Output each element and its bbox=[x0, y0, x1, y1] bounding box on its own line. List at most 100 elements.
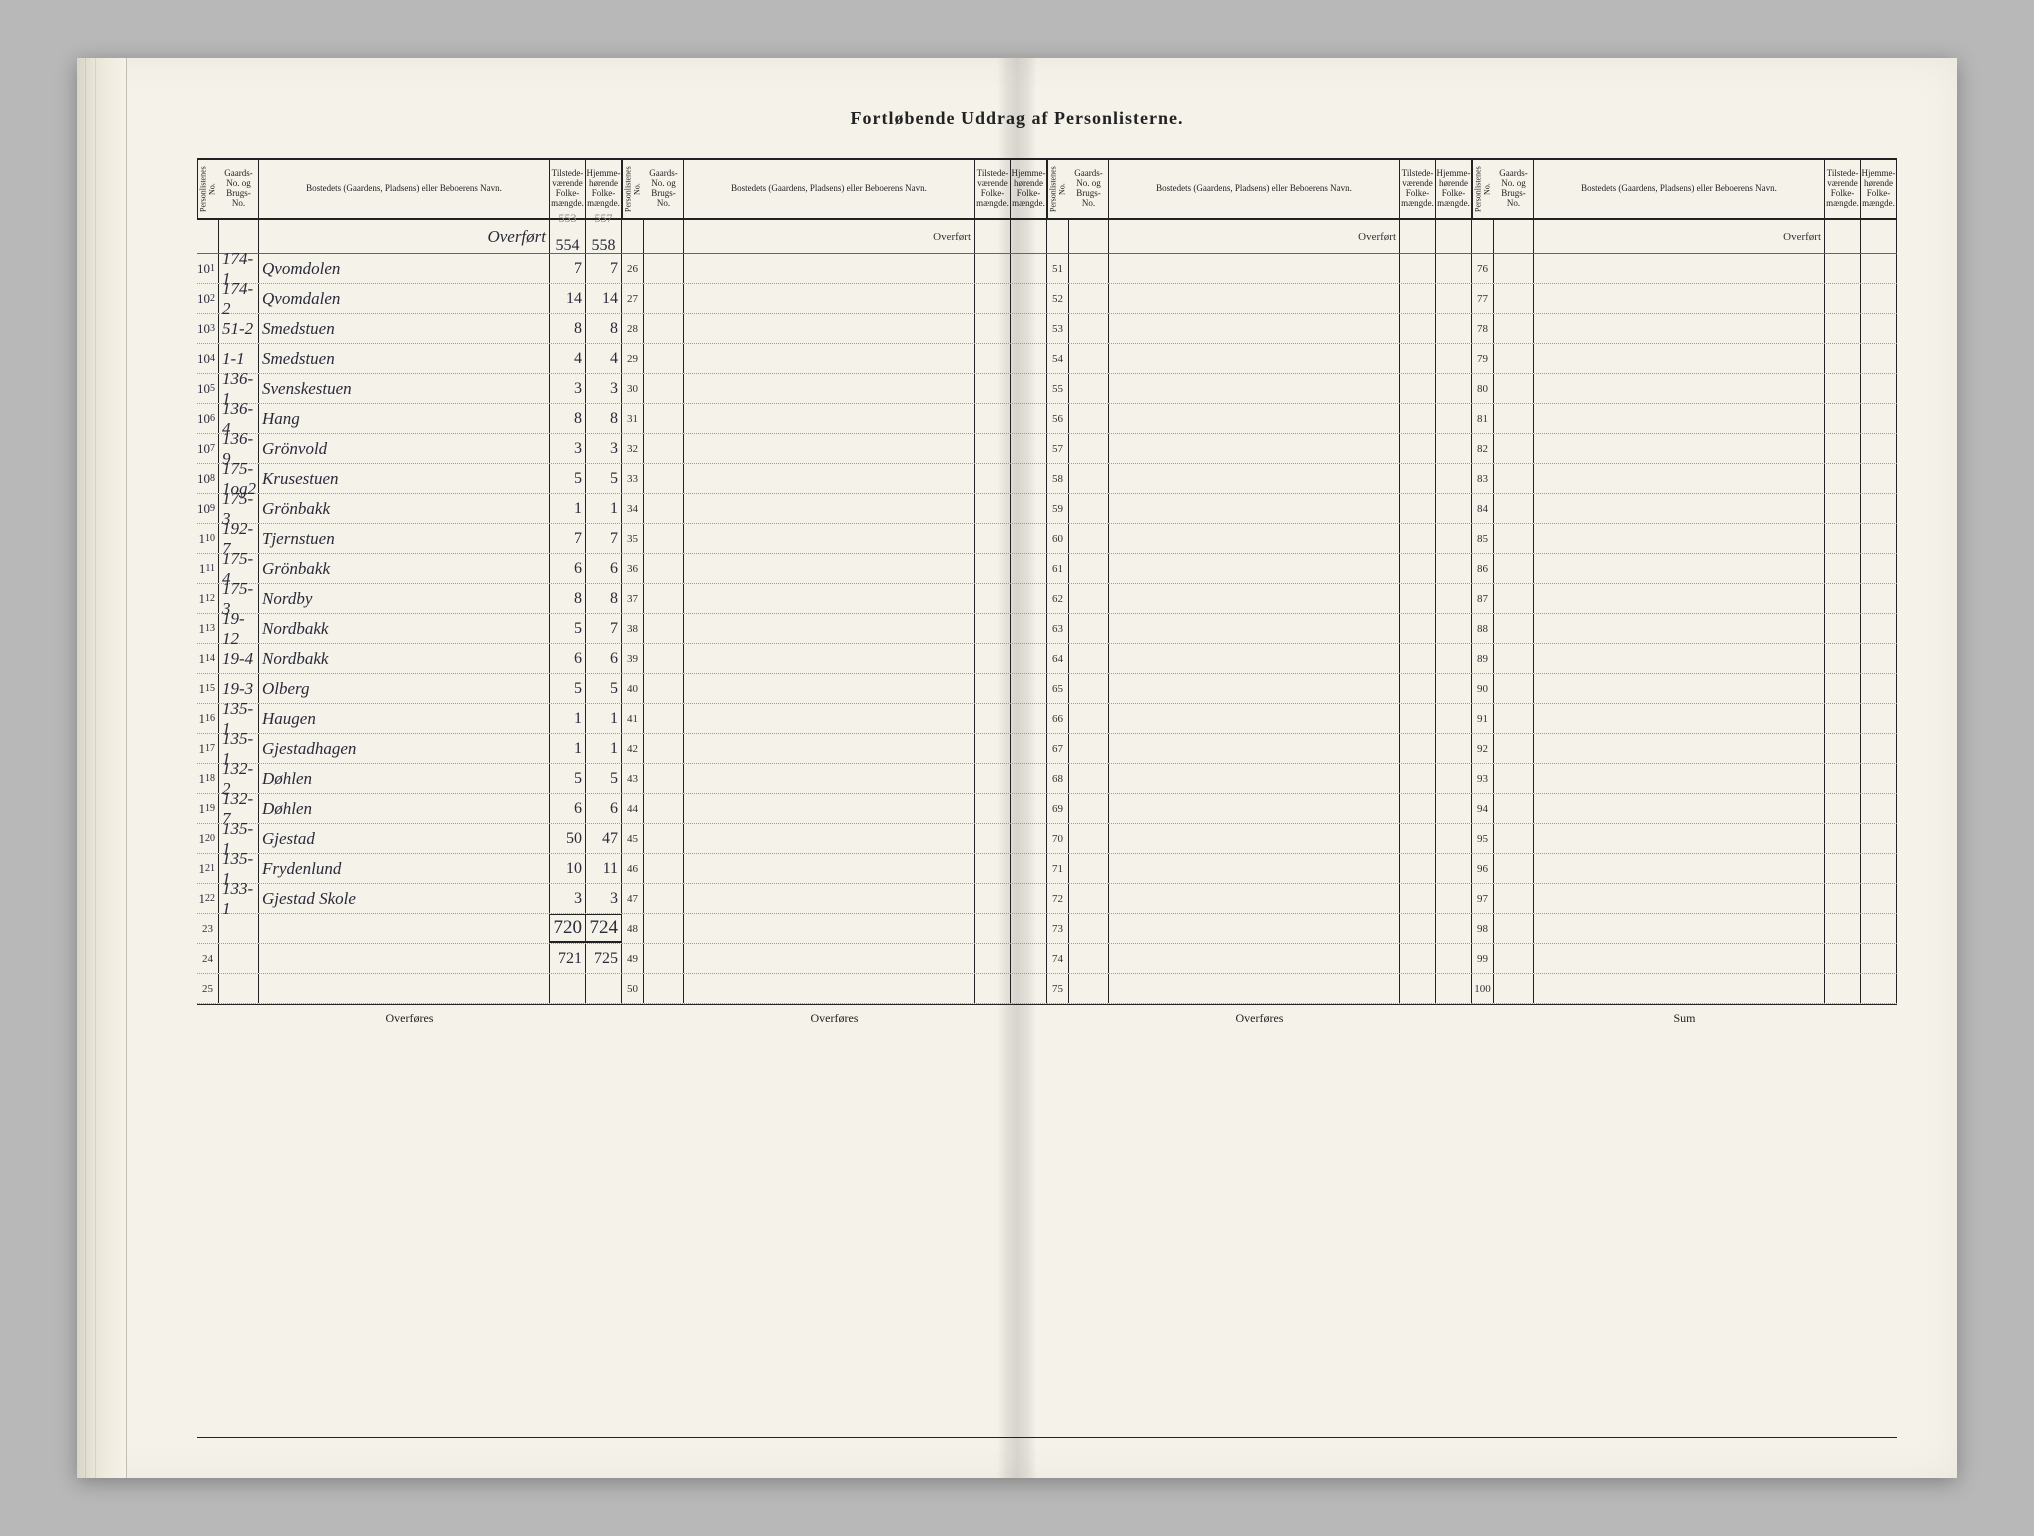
gaard bbox=[1069, 944, 1109, 973]
table-row: 109175-3Grönbakk11 bbox=[197, 494, 622, 524]
name bbox=[1534, 494, 1825, 523]
name bbox=[684, 464, 975, 493]
hjem bbox=[1011, 524, 1047, 553]
hjem: 11 bbox=[586, 854, 622, 883]
table-row: 23720724 bbox=[197, 914, 622, 944]
header-row: Personlistenes No. Gaards-No. og Brugs-N… bbox=[622, 160, 1047, 220]
hjem bbox=[1011, 974, 1047, 1003]
section-1: Personlistenes No. Gaards-No. og Brugs-N… bbox=[197, 158, 622, 1438]
hjem: 7 bbox=[586, 524, 622, 553]
table-row: 49 bbox=[622, 944, 1047, 974]
gaard bbox=[644, 524, 684, 553]
listno: 111 bbox=[197, 554, 219, 583]
gaard bbox=[644, 854, 684, 883]
listno: 106 bbox=[197, 404, 219, 433]
listno bbox=[1047, 220, 1069, 253]
gaard bbox=[1069, 254, 1109, 283]
gaard bbox=[1069, 494, 1109, 523]
listno: 75 bbox=[1047, 974, 1069, 1003]
gaard bbox=[1494, 734, 1534, 763]
table-row: 85 bbox=[1472, 524, 1897, 554]
table-row: 69 bbox=[1047, 794, 1472, 824]
listno: 115 bbox=[197, 674, 219, 703]
name bbox=[1109, 284, 1400, 313]
listno: 27 bbox=[622, 284, 644, 313]
til bbox=[1825, 584, 1861, 613]
gaard bbox=[1069, 884, 1109, 913]
table-row: 33 bbox=[622, 464, 1047, 494]
hjem bbox=[1436, 974, 1472, 1003]
table-row: 73 bbox=[1047, 914, 1472, 944]
name bbox=[684, 974, 975, 1003]
listno: 104 bbox=[197, 344, 219, 373]
til bbox=[1825, 614, 1861, 643]
listno: 30 bbox=[622, 374, 644, 403]
gaard bbox=[1069, 314, 1109, 343]
til bbox=[1825, 344, 1861, 373]
name bbox=[259, 974, 550, 1003]
name bbox=[1109, 854, 1400, 883]
header-gaard: Gaards-No. og Brugs-No. bbox=[644, 160, 684, 218]
listno: 53 bbox=[1047, 314, 1069, 343]
listno: 26 bbox=[622, 254, 644, 283]
hjem bbox=[1436, 314, 1472, 343]
hjem bbox=[1011, 254, 1047, 283]
gaard bbox=[1494, 314, 1534, 343]
gaard bbox=[1494, 824, 1534, 853]
table-row: 61 bbox=[1047, 554, 1472, 584]
hjem bbox=[1861, 794, 1897, 823]
til bbox=[975, 220, 1011, 253]
name bbox=[1534, 614, 1825, 643]
til bbox=[975, 674, 1011, 703]
hjem bbox=[1861, 374, 1897, 403]
til bbox=[1825, 854, 1861, 883]
table-row: 91 bbox=[1472, 704, 1897, 734]
table-row: 53 bbox=[1047, 314, 1472, 344]
name bbox=[1109, 824, 1400, 853]
table-row: 29 bbox=[622, 344, 1047, 374]
listno: 35 bbox=[622, 524, 644, 553]
til bbox=[975, 644, 1011, 673]
table-row: 75 bbox=[1047, 974, 1472, 1004]
name bbox=[1534, 764, 1825, 793]
gaard bbox=[1494, 374, 1534, 403]
hjem bbox=[1436, 704, 1472, 733]
table-row: 57 bbox=[1047, 434, 1472, 464]
name bbox=[1109, 374, 1400, 403]
table-row: 95 bbox=[1472, 824, 1897, 854]
listno: 46 bbox=[622, 854, 644, 883]
hjem bbox=[1861, 854, 1897, 883]
gaard bbox=[644, 914, 684, 943]
listno: 110 bbox=[197, 524, 219, 553]
hjem: 14 bbox=[586, 284, 622, 313]
hjem bbox=[1861, 614, 1897, 643]
til: 50 bbox=[550, 824, 586, 853]
listno: 113 bbox=[197, 614, 219, 643]
name: Olberg bbox=[259, 674, 550, 703]
listno: 89 bbox=[1472, 644, 1494, 673]
listno: 107 bbox=[197, 434, 219, 463]
page-title: Fortløbende Uddrag af Personlisterne. bbox=[851, 108, 1184, 129]
til bbox=[975, 524, 1011, 553]
table-row: 59 bbox=[1047, 494, 1472, 524]
listno: 65 bbox=[1047, 674, 1069, 703]
gaard bbox=[644, 614, 684, 643]
hjem bbox=[1011, 584, 1047, 613]
listno: 71 bbox=[1047, 854, 1069, 883]
name bbox=[684, 404, 975, 433]
header-gaard: Gaards-No. og Brugs-No. bbox=[1494, 160, 1534, 218]
header-hjemme: Hjemme-hørende Folke-mængde. bbox=[1861, 160, 1897, 218]
til bbox=[1400, 704, 1436, 733]
hjem: 6 bbox=[586, 644, 622, 673]
gaard bbox=[1494, 644, 1534, 673]
table-row: 37 bbox=[622, 584, 1047, 614]
gaard bbox=[644, 344, 684, 373]
listno bbox=[622, 220, 644, 253]
table-row: 122133-1Gjestad Skole33 bbox=[197, 884, 622, 914]
til bbox=[1825, 914, 1861, 943]
listno: 80 bbox=[1472, 374, 1494, 403]
table-row: 54 bbox=[1047, 344, 1472, 374]
name bbox=[684, 434, 975, 463]
listno: 85 bbox=[1472, 524, 1494, 553]
gaard bbox=[1069, 284, 1109, 313]
